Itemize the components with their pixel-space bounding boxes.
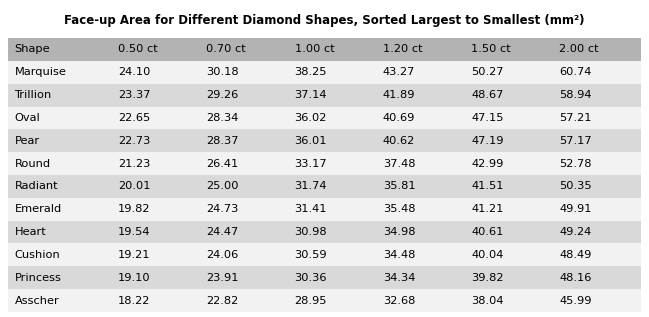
Text: 42.99: 42.99 <box>471 158 504 169</box>
Text: Shape: Shape <box>14 44 50 55</box>
Text: Heart: Heart <box>14 227 46 237</box>
Text: 30.18: 30.18 <box>206 67 239 77</box>
Text: Marquise: Marquise <box>14 67 66 77</box>
Text: 49.91: 49.91 <box>559 204 592 214</box>
Text: 23.91: 23.91 <box>206 273 239 283</box>
Text: 43.27: 43.27 <box>383 67 415 77</box>
Text: 41.51: 41.51 <box>471 181 504 191</box>
Text: Oval: Oval <box>14 113 40 123</box>
Text: 18.22: 18.22 <box>118 295 151 306</box>
Text: Cushion: Cushion <box>14 250 60 260</box>
Text: 19.21: 19.21 <box>118 250 151 260</box>
Text: 22.65: 22.65 <box>118 113 151 123</box>
Text: 37.14: 37.14 <box>295 90 327 100</box>
Text: 47.15: 47.15 <box>471 113 504 123</box>
Text: 40.62: 40.62 <box>383 136 415 146</box>
Text: 28.37: 28.37 <box>206 136 239 146</box>
Text: 1.00 ct: 1.00 ct <box>295 44 334 55</box>
Text: 38.25: 38.25 <box>295 67 327 77</box>
Text: 34.48: 34.48 <box>383 250 415 260</box>
Text: 0.70 ct: 0.70 ct <box>206 44 246 55</box>
Text: 1.20 ct: 1.20 ct <box>383 44 422 55</box>
Text: 1.50 ct: 1.50 ct <box>471 44 511 55</box>
Text: Asscher: Asscher <box>14 295 59 306</box>
Text: Face-up Area for Different Diamond Shapes, Sorted Largest to Smallest (mm²): Face-up Area for Different Diamond Shape… <box>64 14 585 27</box>
Text: 25.00: 25.00 <box>206 181 239 191</box>
Text: 48.16: 48.16 <box>559 273 592 283</box>
Text: 28.95: 28.95 <box>295 295 327 306</box>
Text: 22.82: 22.82 <box>206 295 239 306</box>
Text: 0.50 ct: 0.50 ct <box>118 44 158 55</box>
Text: 26.41: 26.41 <box>206 158 239 169</box>
Text: 57.21: 57.21 <box>559 113 592 123</box>
Text: 30.98: 30.98 <box>295 227 327 237</box>
Text: 40.61: 40.61 <box>471 227 504 237</box>
Text: 41.89: 41.89 <box>383 90 415 100</box>
Text: 39.82: 39.82 <box>471 273 504 283</box>
Text: 36.01: 36.01 <box>295 136 327 146</box>
Text: 32.68: 32.68 <box>383 295 415 306</box>
Text: 49.24: 49.24 <box>559 227 591 237</box>
Text: 33.17: 33.17 <box>295 158 327 169</box>
Text: 23.37: 23.37 <box>118 90 151 100</box>
Text: 41.21: 41.21 <box>471 204 504 214</box>
Text: 30.59: 30.59 <box>295 250 327 260</box>
Text: 20.01: 20.01 <box>118 181 151 191</box>
Text: 19.10: 19.10 <box>118 273 151 283</box>
Text: 58.94: 58.94 <box>559 90 592 100</box>
Text: 24.06: 24.06 <box>206 250 239 260</box>
Text: 2.00 ct: 2.00 ct <box>559 44 599 55</box>
Text: 22.73: 22.73 <box>118 136 151 146</box>
Text: 31.74: 31.74 <box>295 181 327 191</box>
Text: 36.02: 36.02 <box>295 113 327 123</box>
Text: 19.82: 19.82 <box>118 204 151 214</box>
Text: 21.23: 21.23 <box>118 158 151 169</box>
Text: Pear: Pear <box>14 136 40 146</box>
Text: 19.54: 19.54 <box>118 227 151 237</box>
Text: Trillion: Trillion <box>14 90 52 100</box>
Text: 29.26: 29.26 <box>206 90 239 100</box>
Text: Round: Round <box>14 158 51 169</box>
Text: 48.49: 48.49 <box>559 250 592 260</box>
Text: 30.36: 30.36 <box>295 273 327 283</box>
Text: Emerald: Emerald <box>14 204 62 214</box>
Text: 52.78: 52.78 <box>559 158 592 169</box>
Text: 37.48: 37.48 <box>383 158 415 169</box>
Text: 45.99: 45.99 <box>559 295 592 306</box>
Text: Princess: Princess <box>14 273 62 283</box>
Text: 34.98: 34.98 <box>383 227 415 237</box>
Text: 24.73: 24.73 <box>206 204 239 214</box>
Text: 34.34: 34.34 <box>383 273 415 283</box>
Text: 38.04: 38.04 <box>471 295 504 306</box>
Text: 35.81: 35.81 <box>383 181 415 191</box>
Text: 31.41: 31.41 <box>295 204 327 214</box>
Text: Radiant: Radiant <box>14 181 58 191</box>
Text: 57.17: 57.17 <box>559 136 592 146</box>
Text: 48.67: 48.67 <box>471 90 504 100</box>
Text: 24.47: 24.47 <box>206 227 239 237</box>
Text: 28.34: 28.34 <box>206 113 239 123</box>
Text: 40.69: 40.69 <box>383 113 415 123</box>
Text: 50.35: 50.35 <box>559 181 592 191</box>
Text: 50.27: 50.27 <box>471 67 504 77</box>
Text: 47.19: 47.19 <box>471 136 504 146</box>
Text: 24.10: 24.10 <box>118 67 151 77</box>
Text: 60.74: 60.74 <box>559 67 592 77</box>
Text: 40.04: 40.04 <box>471 250 504 260</box>
Text: 35.48: 35.48 <box>383 204 415 214</box>
